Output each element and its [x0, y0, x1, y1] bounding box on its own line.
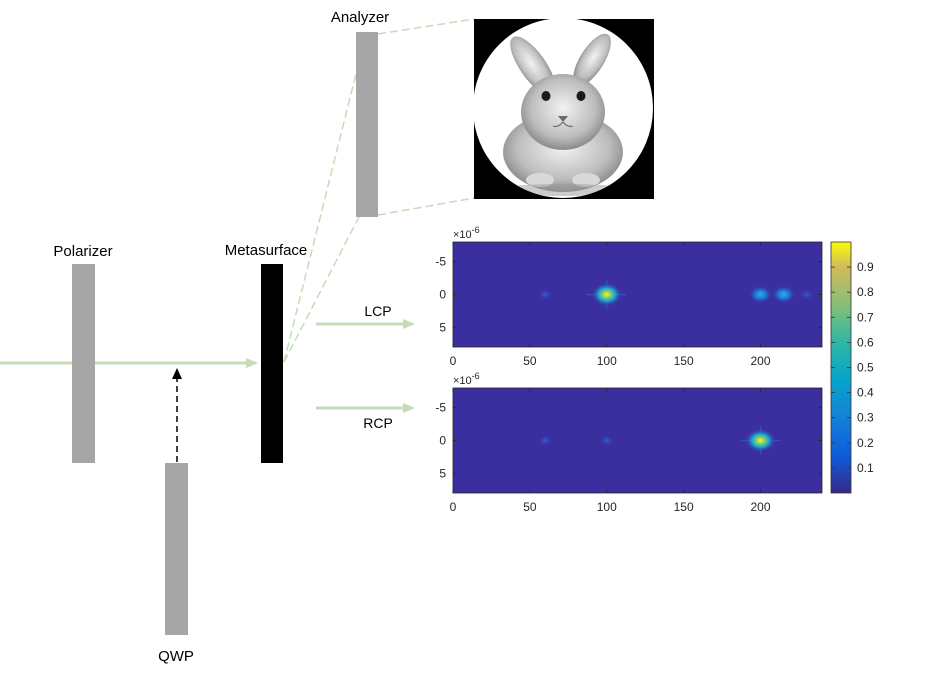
- lcp-x-tick-label-0: 0: [450, 354, 457, 368]
- rabbit-left-eye: [541, 91, 551, 101]
- lcp-arrowhead: [403, 319, 415, 329]
- colorbar-tick-label-5: 0.4: [857, 386, 874, 400]
- rcp-label: RCP: [363, 415, 393, 431]
- colorbar-tick-label-7: 0.2: [857, 436, 874, 450]
- rcp-y-exponent-power: -6: [472, 371, 480, 381]
- rcp-peak-1: [537, 434, 554, 447]
- polarizer: [72, 264, 95, 463]
- rcp-peaks: [537, 426, 781, 455]
- rabbit-right-paw: [572, 173, 600, 187]
- lcp-y-tick-label-2: 5: [439, 320, 446, 334]
- metasurface: [261, 264, 283, 463]
- rabbit-mouth: [552, 121, 574, 128]
- colorbar-tick-label-4: 0.5: [857, 361, 874, 375]
- lcp-x-tick-label-3: 150: [674, 354, 694, 368]
- rabbit-nose: [558, 116, 568, 122]
- colorbar-tick-label-6: 0.3: [857, 411, 874, 425]
- lcp-y-tick-label-1: 0: [439, 288, 446, 302]
- metasurface-label: Metasurface: [225, 242, 308, 259]
- analyzer-label: Analyzer: [331, 9, 389, 26]
- quarter-wave-plate: [165, 463, 188, 635]
- lcp-y-tick-label-0: -5: [435, 255, 446, 269]
- lcp-label: LCP: [364, 303, 391, 319]
- lcp-x-tick-label-2: 100: [597, 354, 617, 368]
- lcp-peak-3: [771, 285, 796, 304]
- colorbar-tick-label-0: 0.9: [857, 260, 874, 274]
- lcp-y-exponent-label: ×10-6: [453, 225, 480, 241]
- lcp-x-tick-label-4: 200: [750, 354, 770, 368]
- lcp-heatmap-plot: 0 50 100 150 200 -5 0 5 ×10-6: [435, 225, 823, 368]
- rabbit-head: [521, 74, 605, 150]
- rabbit-right-eye: [576, 91, 586, 101]
- colorbar: 0.9 0.8 0.7 0.6 0.5 0.4 0.3 0.2 0.1: [830, 241, 874, 494]
- analyzer: [356, 32, 378, 217]
- beam-to-image-lower: [377, 197, 475, 216]
- rcp-heatmap-plot: 0 50 100 150 200 -5 0 5 ×10-6: [435, 371, 823, 514]
- beam-to-analyzer-upper: [283, 37, 366, 363]
- input-beam-arrowhead: [246, 358, 258, 368]
- lcp-peaks: [537, 280, 815, 309]
- qwp-arrowhead: [172, 368, 182, 379]
- rcp-x-tick-label-4: 200: [750, 500, 770, 514]
- rcp-x-tick-label-1: 50: [523, 500, 537, 514]
- rabbit-right-ear: [573, 33, 611, 87]
- lcp-peak-2: [748, 285, 773, 304]
- colorbar-tick-label-8: 0.1: [857, 461, 874, 475]
- rcp-x-tick-label-2: 100: [597, 500, 617, 514]
- lcp-peak-0: [591, 282, 623, 307]
- rabbit-left-paw: [526, 173, 554, 187]
- lcp-peak-4: [798, 288, 815, 301]
- rcp-y-tick-label-0: -5: [435, 401, 446, 415]
- rcp-arrowhead: [403, 403, 415, 413]
- rcp-peak-0: [744, 428, 777, 453]
- rcp-x-tick-label-3: 150: [674, 500, 694, 514]
- rcp-y-tick-label-1: 0: [439, 434, 446, 448]
- beam-to-image-upper: [377, 18, 475, 35]
- holographic-image: [473, 18, 654, 199]
- beam-to-analyzer-lower: [283, 214, 361, 363]
- lcp-y-exponent-power: -6: [472, 225, 480, 235]
- qwp-label: QWP: [158, 648, 194, 665]
- lcp-x-tick-label-1: 50: [523, 354, 537, 368]
- rcp-peak-2: [598, 434, 615, 447]
- colorbar-tick-label-3: 0.6: [857, 335, 874, 349]
- colorbar-tick-label-2: 0.7: [857, 310, 874, 324]
- lcp-peak-1: [537, 288, 554, 301]
- polarizer-label: Polarizer: [53, 243, 112, 260]
- colorbar-tick-label-1: 0.8: [857, 285, 874, 299]
- rcp-x-tick-label-0: 0: [450, 500, 457, 514]
- rcp-y-exponent-label: ×10-6: [453, 371, 480, 387]
- rcp-y-tick-label-2: 5: [439, 466, 446, 480]
